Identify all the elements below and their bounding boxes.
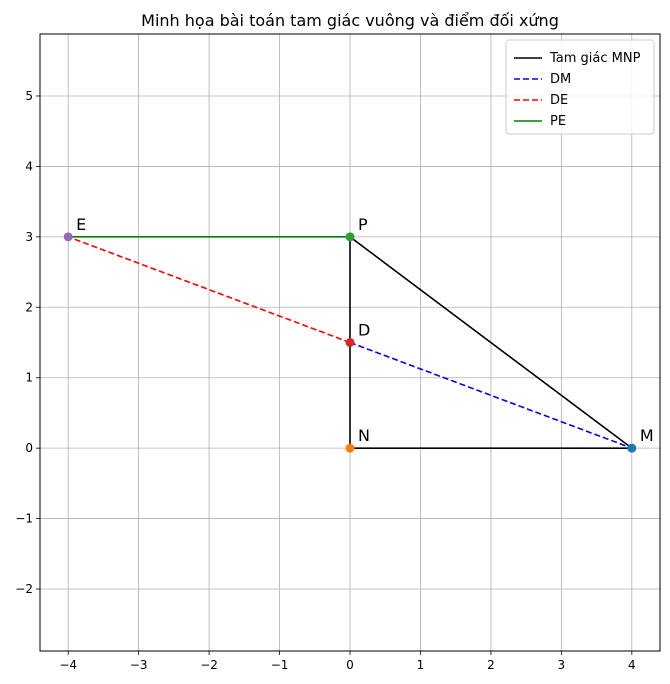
x-tick-label: −4: [59, 658, 77, 672]
legend: Tam giác MNP DM DE PE: [505, 39, 655, 135]
series-line-1: [349, 341, 633, 449]
legend-label-1: DM: [550, 72, 571, 87]
y-tick-label: 0: [25, 441, 33, 455]
data-points: M N P D E: [63, 215, 654, 453]
y-tick-label: 5: [25, 89, 33, 103]
legend-label-3: PE: [550, 114, 566, 129]
point-label-p: P: [358, 215, 368, 234]
axis-ticks: −4 −3 −2 −1 0 1 2 3 4 −2 −1 0 1 2 3 4 5: [15, 89, 635, 672]
point-n: [345, 443, 355, 453]
legend-label-0: Tam giác MNP: [549, 51, 641, 66]
x-tick-label: −1: [271, 658, 289, 672]
x-tick-label: 2: [487, 658, 495, 672]
point-label-d: D: [358, 321, 370, 340]
point-label-e: E: [76, 215, 86, 234]
series-line-2: [67, 236, 351, 344]
y-tick-label: −1: [15, 512, 33, 526]
x-tick-label: −2: [200, 658, 218, 672]
x-tick-label: 1: [417, 658, 425, 672]
y-tick-label: −2: [15, 582, 33, 596]
point-label-m: M: [640, 426, 654, 445]
legend-label-2: DE: [550, 93, 568, 108]
y-tick-label: 3: [25, 230, 33, 244]
point-label-n: N: [358, 426, 370, 445]
x-tick-label: 4: [628, 658, 636, 672]
point-d: [345, 338, 355, 347]
x-tick-label: −3: [130, 658, 148, 672]
y-tick-label: 1: [25, 371, 33, 385]
chart-title: Minh họa bài toán tam giác vuông và điểm…: [141, 11, 559, 30]
point-e: [63, 232, 73, 242]
x-tick-label: 0: [346, 658, 354, 672]
legend-box: [505, 39, 655, 135]
x-tick-label: 3: [558, 658, 566, 672]
point-p: [345, 232, 355, 242]
y-tick-label: 2: [25, 300, 33, 314]
y-tick-label: 4: [25, 159, 33, 173]
point-m: [627, 443, 637, 453]
